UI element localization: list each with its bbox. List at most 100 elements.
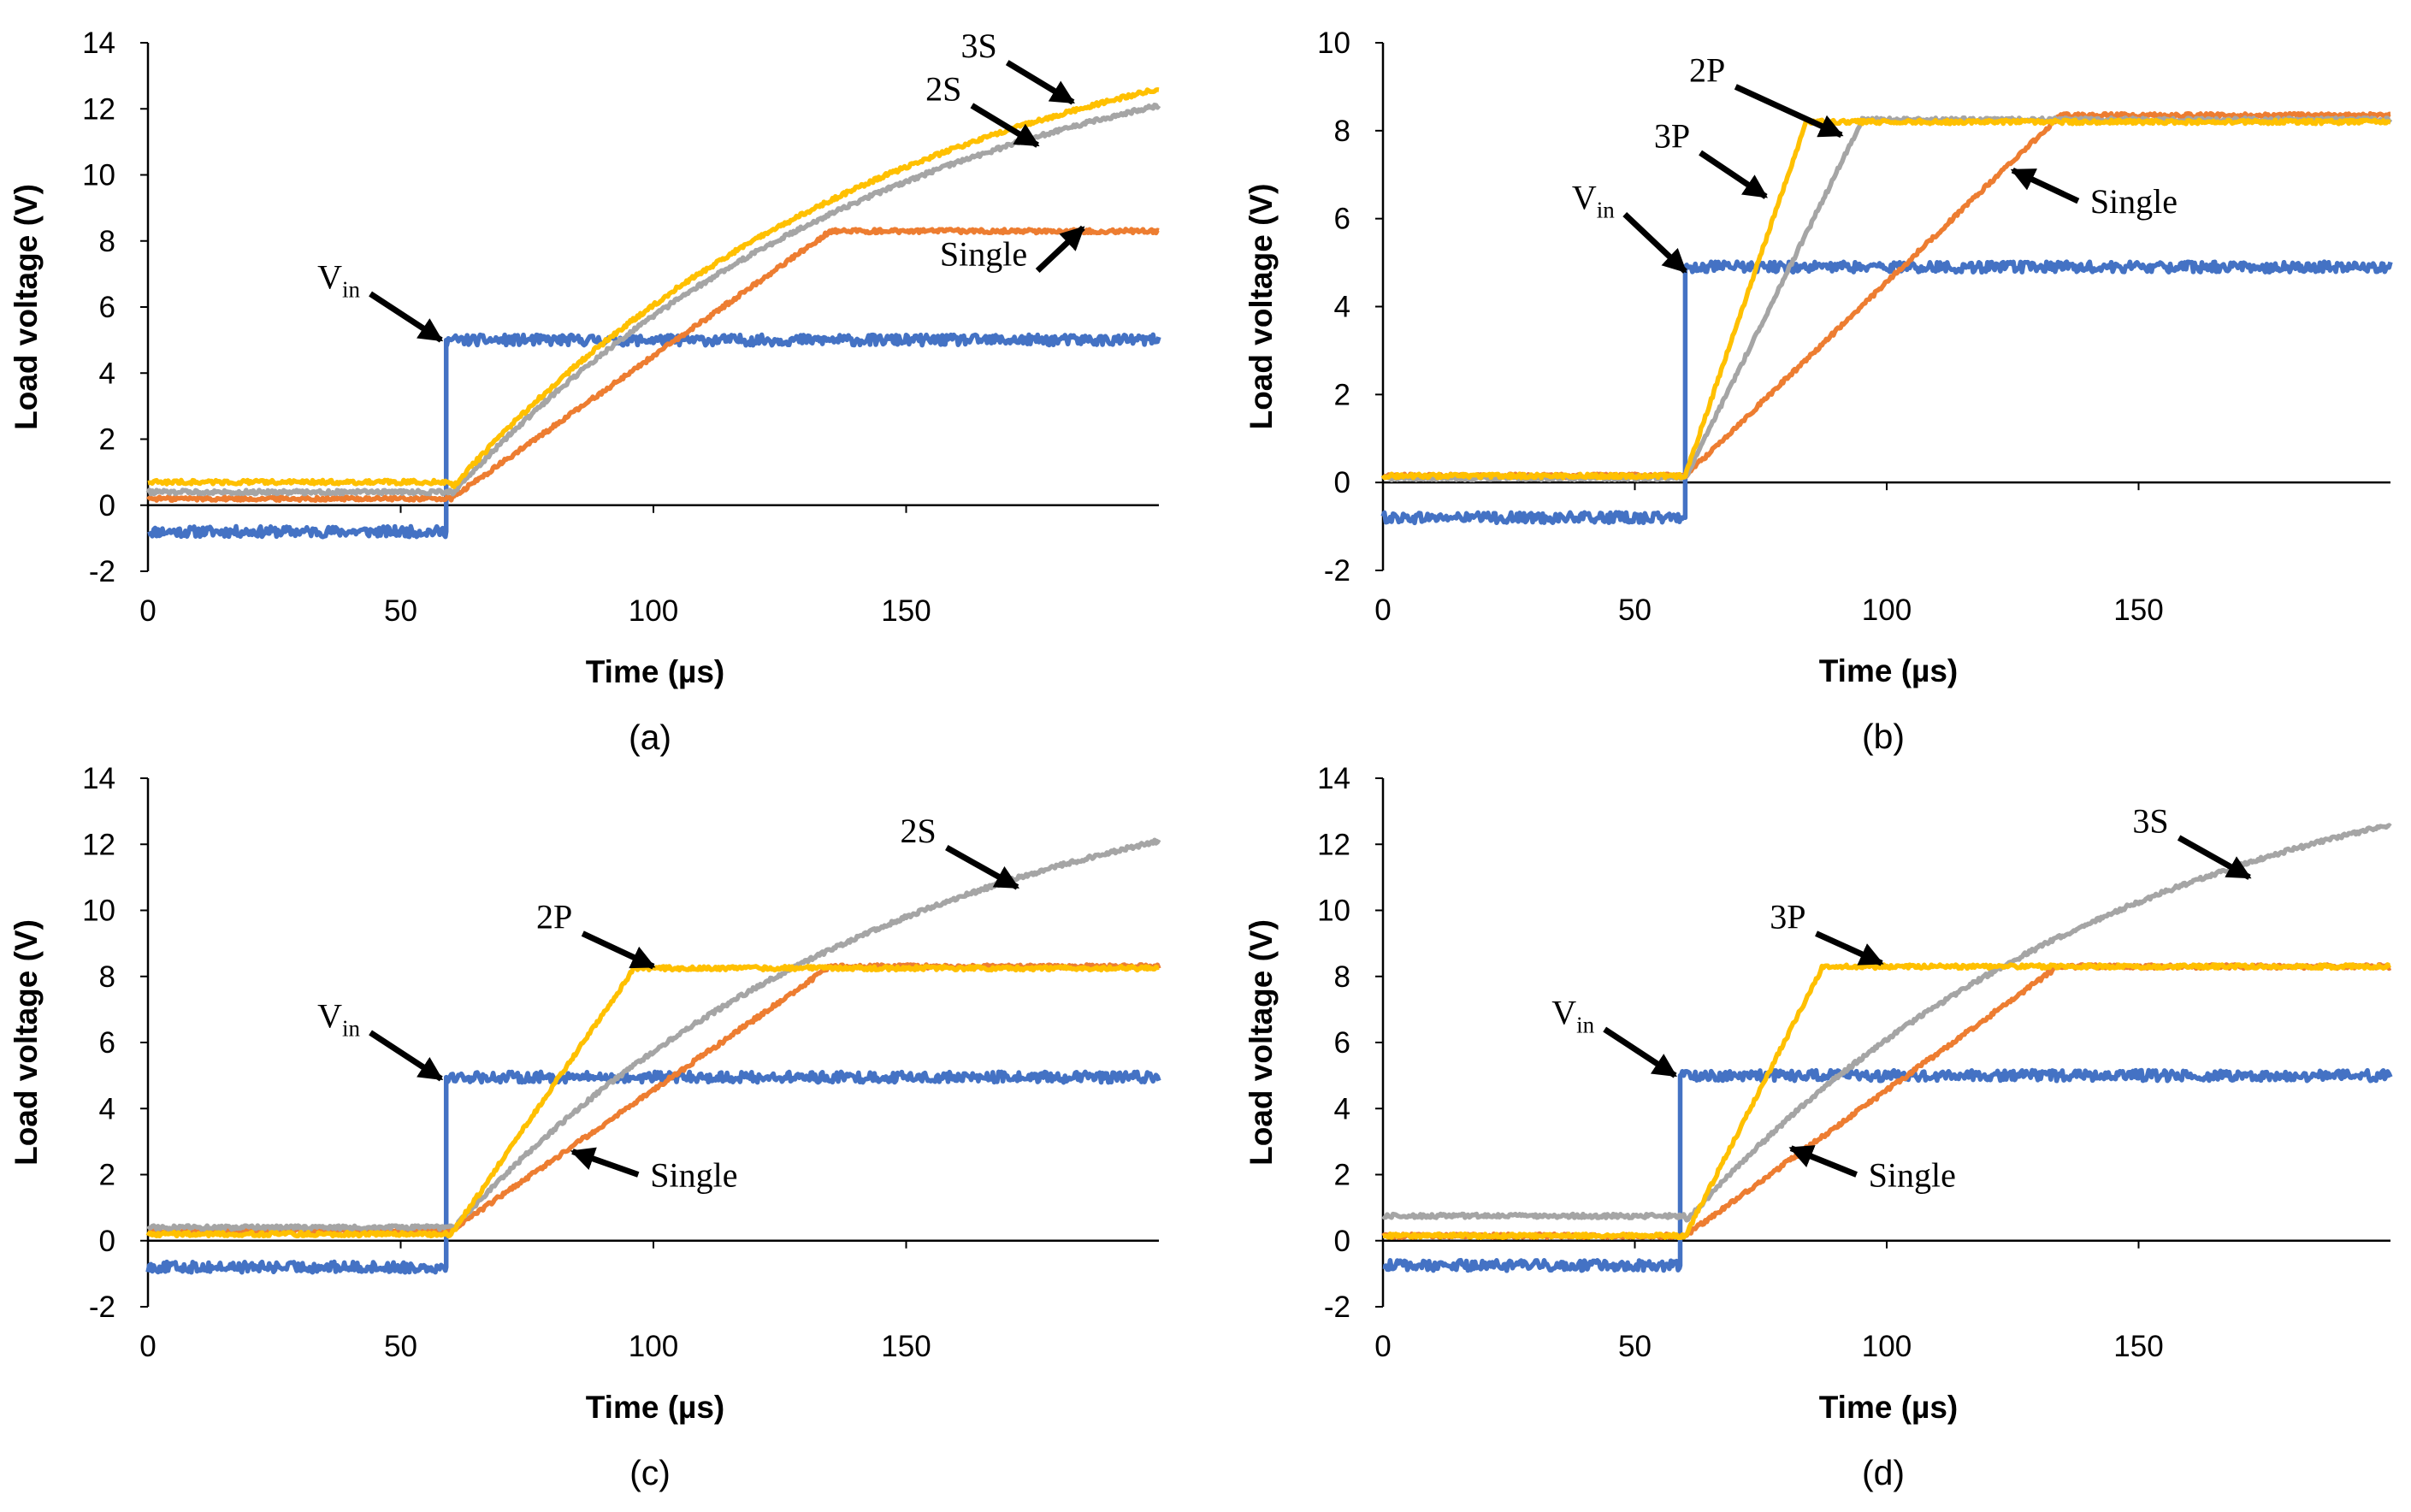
y-tick-label: 4 — [1334, 291, 1350, 324]
panel-d: -2 0 2 4 6 8 10 12 14 0 50 100 150 Time (µs) Load volt… — [1244, 762, 2393, 1492]
annotation-label: 2P — [536, 898, 572, 936]
y-tick-label: 0 — [1334, 1225, 1350, 1258]
y-axis-label: Load voltage (V) — [9, 184, 44, 430]
series-line-single — [146, 962, 1161, 1236]
x-tick-label: 100 — [629, 1330, 678, 1363]
panel-caption: (a) — [629, 718, 671, 757]
y-tick-label: -2 — [1324, 554, 1350, 588]
series-line-vin — [1381, 1067, 2393, 1273]
series-line-3p — [1381, 962, 2392, 1240]
y-tick-label: -2 — [89, 555, 115, 588]
y-tick-label: 2 — [99, 1159, 115, 1192]
annotation-label: 3S — [2132, 802, 2168, 841]
y-axis-label: Load voltage (V) — [9, 919, 44, 1166]
annotation-arrow — [1035, 225, 1085, 274]
y-tick-label: 6 — [1334, 203, 1350, 236]
annotation-label: Vin — [317, 996, 360, 1041]
annotation-arrow — [1622, 211, 1687, 274]
y-tick-label: 14 — [82, 27, 115, 60]
annotation-label: 2S — [901, 812, 937, 850]
annotation-label: 3P — [1654, 117, 1690, 156]
annotation-arrow — [1788, 1145, 1858, 1178]
series-line-vin — [145, 1069, 1161, 1275]
series-line-single — [146, 227, 1161, 504]
annotation-label: 2S — [925, 69, 961, 108]
x-tick-label: 50 — [384, 1330, 417, 1363]
x-tick-label: 150 — [2113, 594, 2163, 627]
annotation-arrow — [945, 845, 1019, 890]
series-line-2p — [1380, 117, 2392, 481]
y-tick-label: 6 — [1334, 1026, 1350, 1060]
series-line-vin — [146, 332, 1161, 540]
x-tick-label: 0 — [1374, 1330, 1391, 1363]
annotation-arrow — [1815, 930, 1884, 966]
annotation-label: Single — [2090, 182, 2178, 221]
annotation-label: Single — [650, 1156, 737, 1195]
annotation-arrow — [1603, 1026, 1677, 1078]
y-tick-label: 0 — [1334, 466, 1350, 499]
y-tick-label: 12 — [82, 828, 115, 861]
series-line-single — [1381, 962, 2392, 1240]
annotation-label: Vin — [1551, 994, 1594, 1038]
annotation-arrow — [369, 291, 444, 343]
y-tick-label: 14 — [1317, 762, 1350, 795]
annotation-arrow — [2010, 167, 2080, 204]
y-tick-label: 8 — [99, 960, 115, 994]
annotation-label: Single — [1869, 1156, 1956, 1195]
annotation-label: 3P — [1770, 898, 1805, 936]
y-tick-label: 10 — [82, 895, 115, 928]
y-axis-label: Load voltage (V) — [1244, 184, 1279, 430]
annotation-arrow — [581, 930, 656, 970]
y-tick-label: 8 — [1334, 115, 1350, 148]
x-tick-label: 50 — [1618, 594, 1652, 627]
x-axis-label: Time (µs) — [1819, 653, 1959, 688]
x-tick-label: 50 — [1618, 1330, 1652, 1363]
annotation-arrow — [1734, 84, 1844, 139]
y-axis-label: Load voltage (V) — [1244, 919, 1279, 1166]
x-tick-label: 150 — [881, 1330, 931, 1363]
x-tick-label: 50 — [384, 594, 417, 628]
y-tick-label: 2 — [1334, 378, 1350, 411]
y-tick-label: 0 — [99, 1225, 115, 1258]
annotation-label: Vin — [317, 258, 360, 303]
series-line-3s — [1381, 823, 2392, 1223]
annotation-arrow — [1699, 150, 1768, 199]
x-tick-label: 100 — [1862, 594, 1912, 627]
y-tick-label: 10 — [1317, 27, 1350, 60]
y-tick-label: 2 — [1334, 1159, 1350, 1192]
annotation-arrow — [2177, 835, 2252, 880]
y-tick-label: 4 — [99, 1092, 115, 1125]
series-line-single — [1381, 110, 2392, 481]
y-tick-label: 8 — [99, 225, 115, 258]
panel-caption: (b) — [1862, 717, 1905, 756]
y-tick-label: 10 — [82, 159, 115, 192]
y-tick-label: 2 — [99, 423, 115, 457]
annotation-label: 3S — [960, 27, 996, 65]
x-axis-label: Time (µs) — [586, 1390, 725, 1425]
y-tick-label: -2 — [89, 1291, 115, 1324]
panel-a: -2 0 2 4 6 8 10 12 14 0 50 100 150 Time (µs) Load volt… — [9, 27, 1161, 757]
annotation-arrow — [1005, 60, 1075, 105]
series-line-2p — [145, 964, 1161, 1239]
annotation-arrow — [570, 1147, 640, 1178]
panel-caption: (d) — [1862, 1453, 1905, 1492]
x-tick-label: 0 — [139, 1330, 156, 1363]
y-tick-label: 8 — [1334, 960, 1350, 994]
y-tick-label: 4 — [1334, 1092, 1350, 1125]
series-line-2s — [146, 837, 1161, 1232]
x-axis-label: Time (µs) — [1819, 1390, 1959, 1425]
series-line-2s — [145, 103, 1161, 497]
x-tick-label: 150 — [2113, 1330, 2163, 1363]
x-tick-label: 0 — [1374, 594, 1391, 627]
series-line-3p — [1381, 115, 2393, 483]
annotation-label: 2P — [1689, 50, 1725, 89]
series-line-3s — [146, 87, 1161, 489]
y-tick-label: 6 — [99, 1026, 115, 1060]
x-tick-label: 150 — [881, 594, 931, 628]
y-tick-label: 10 — [1317, 895, 1350, 928]
panel-caption: (c) — [629, 1453, 671, 1492]
annotation-label: Vin — [1572, 179, 1615, 223]
y-tick-label: 0 — [99, 489, 115, 523]
y-tick-label: 12 — [1317, 828, 1350, 861]
